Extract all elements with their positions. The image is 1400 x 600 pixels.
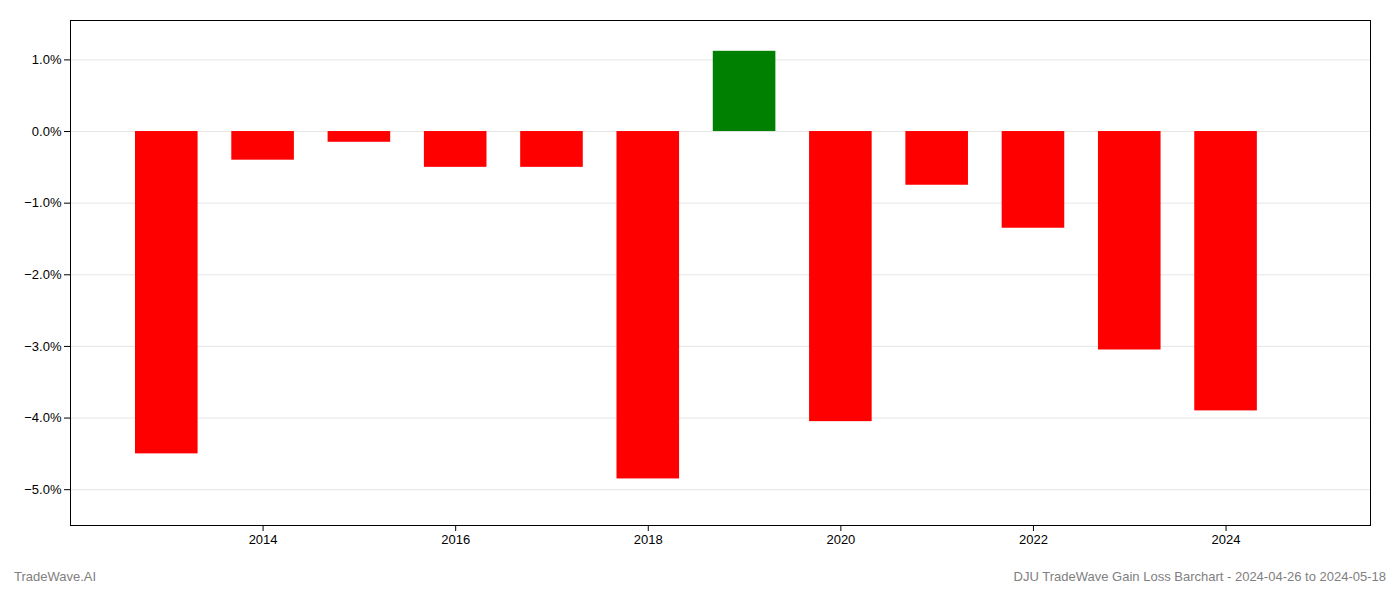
- html-text:DJU TradeWave Gain Loss Barcha: DJU TradeWave Gain Loss Barchart - 2024-…: [1013, 569, 1386, 584]
- svg-text:2014: 2014: [249, 532, 278, 547]
- svg-text:2020: 2020: [826, 532, 855, 547]
- svg-text:−5.0%: −5.0%: [24, 482, 62, 497]
- html-text:TradeWave.AI: TradeWave.AI: [14, 569, 97, 584]
- svg-text:−1.0%: −1.0%: [24, 195, 62, 210]
- svg-text:2022: 2022: [1019, 532, 1048, 547]
- svg-text:2016: 2016: [441, 532, 470, 547]
- svg-text:2024: 2024: [1212, 532, 1241, 547]
- svg-text:−3.0%: −3.0%: [24, 339, 62, 354]
- svg-text:0.0%: 0.0%: [32, 124, 62, 139]
- svg-text:−2.0%: −2.0%: [24, 267, 62, 282]
- svg-text:1.0%: 1.0%: [32, 52, 62, 67]
- svg-text:−4.0%: −4.0%: [24, 410, 62, 425]
- svg-text:2018: 2018: [634, 532, 663, 547]
